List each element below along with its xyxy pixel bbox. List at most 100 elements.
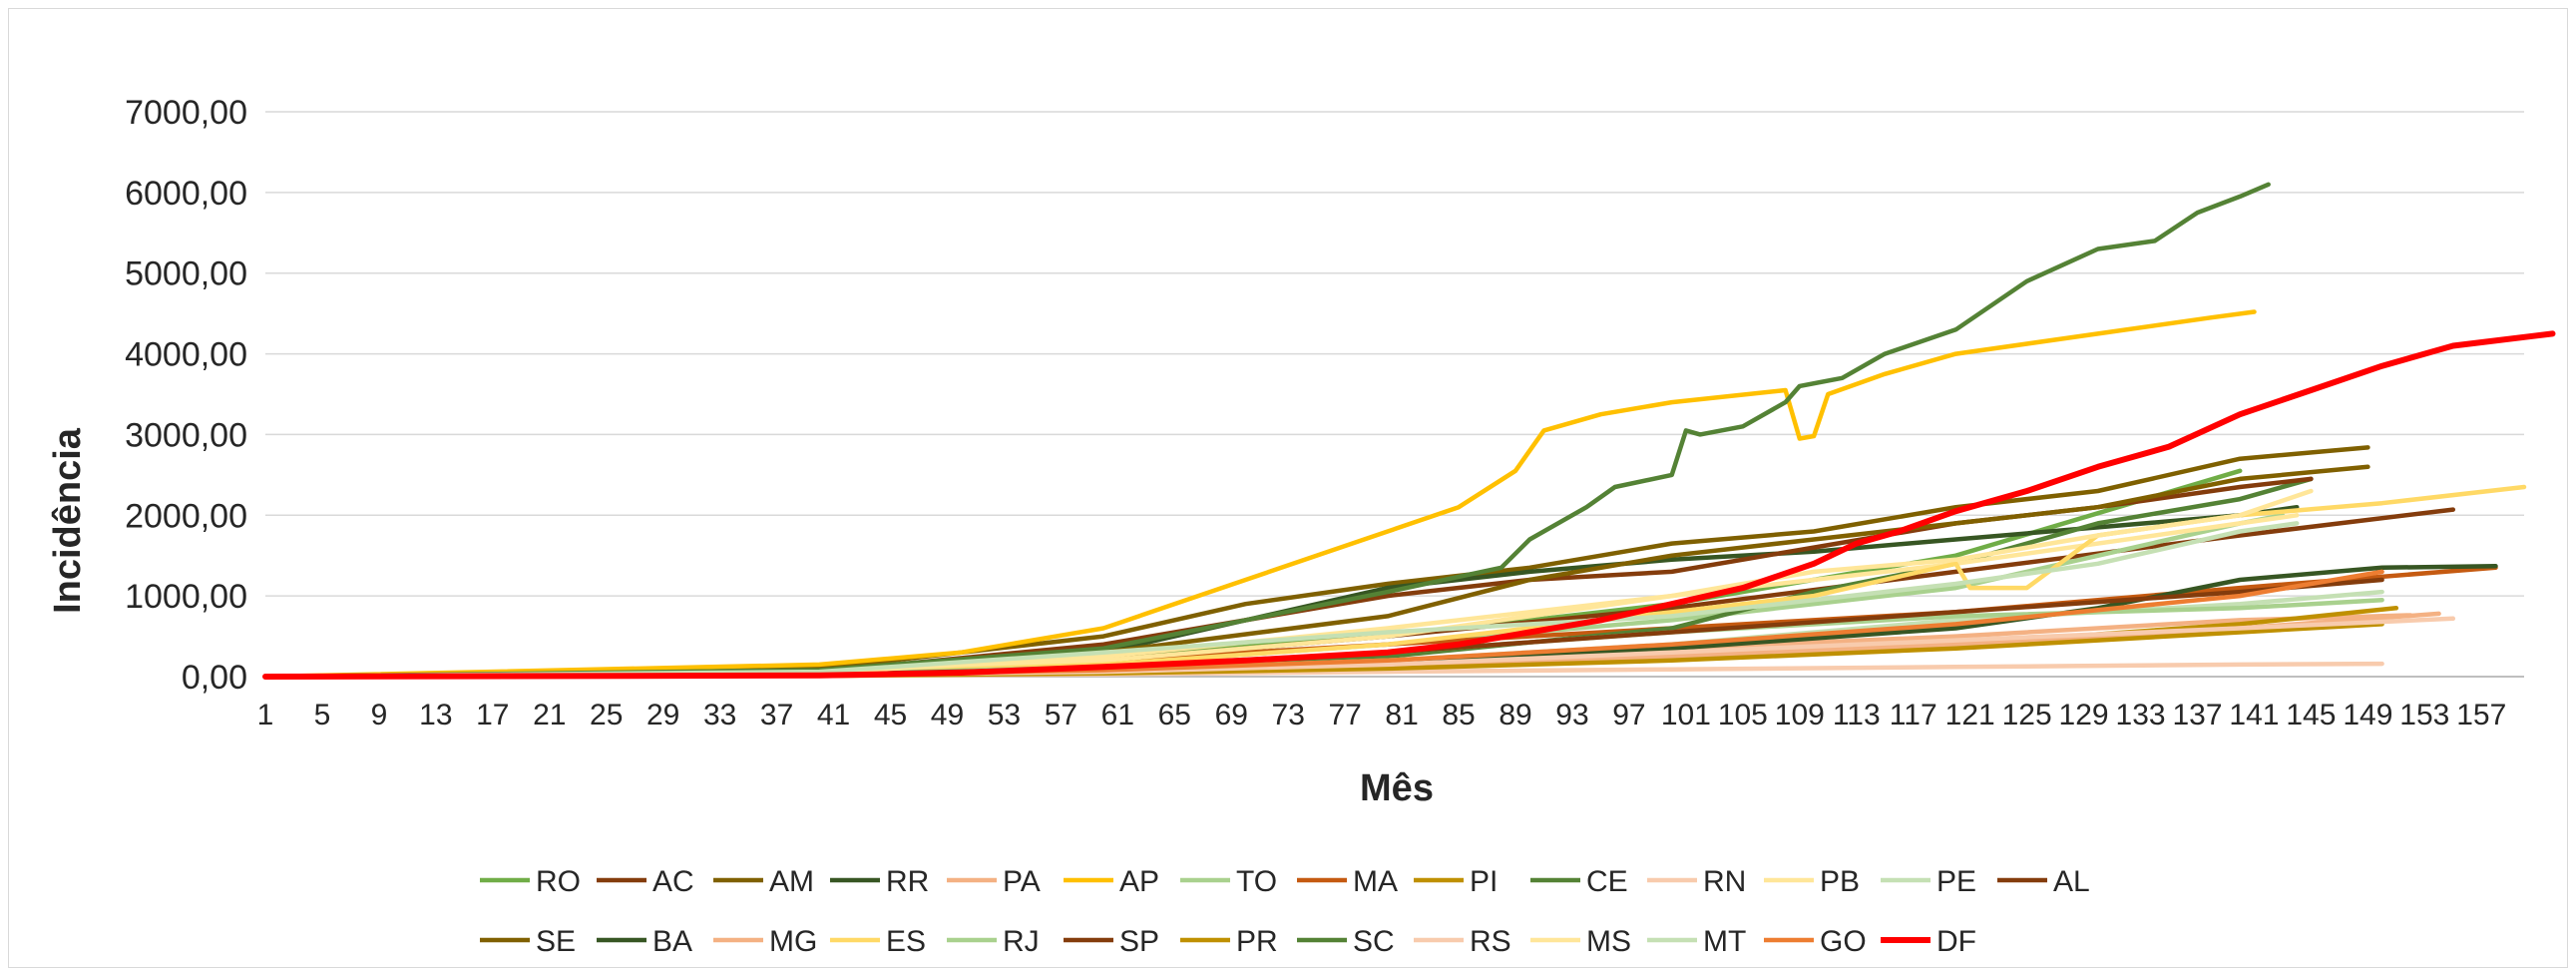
legend-label: MA xyxy=(1353,865,1398,898)
x-tick-label: 117 xyxy=(1890,699,1937,732)
series-layer xyxy=(262,182,2556,680)
legend-label: DF xyxy=(1936,925,1976,958)
legend-item-es: ES xyxy=(830,925,926,958)
legend-label: AP xyxy=(1119,865,1159,898)
x-tick-label: 69 xyxy=(1215,699,1248,732)
legend-label: SP xyxy=(1119,925,1159,958)
legend-item-sc: SC xyxy=(1297,925,1395,958)
x-tick-label: 97 xyxy=(1612,699,1645,732)
legend-label: MG xyxy=(769,925,817,958)
x-tick-label: 33 xyxy=(703,699,736,732)
legend: RO AC AM RR PA AP TO MA PI CE RN PB PE AL SE BA MG ES RJ SP… xyxy=(480,865,2090,958)
legend-item-sp: SP xyxy=(1064,925,1159,958)
legend-label: MT xyxy=(1703,925,1746,958)
legend-item-am: AM xyxy=(713,865,814,898)
legend-item-ms: MS xyxy=(1530,925,1631,958)
y-tick-label: 2000,00 xyxy=(125,497,247,535)
x-tick-label: 9 xyxy=(371,699,388,732)
x-tick-label: 113 xyxy=(1833,699,1881,732)
x-tick-label: 121 xyxy=(1945,699,1995,732)
series-line-df xyxy=(262,330,2556,680)
x-tick-label: 133 xyxy=(2116,699,2166,732)
legend-label: RJ xyxy=(1003,925,1040,958)
x-tick-label: 137 xyxy=(2172,699,2222,732)
legend-label: RR xyxy=(886,865,929,898)
x-tick-label: 77 xyxy=(1328,699,1361,732)
legend-label: PR xyxy=(1236,925,1278,958)
legend-item-ba: BA xyxy=(597,925,692,958)
x-tick-label: 85 xyxy=(1442,699,1475,732)
x-axis-title: Mês xyxy=(1360,767,1434,809)
x-tick-label: 21 xyxy=(533,699,566,732)
legend-item-go: GO xyxy=(1764,925,1867,958)
legend-label: PE xyxy=(1936,865,1976,898)
legend-item-se: SE xyxy=(480,925,576,958)
x-tick-label: 105 xyxy=(1718,699,1768,732)
y-tick-label: 0,00 xyxy=(182,659,247,697)
x-tick-label: 89 xyxy=(1499,699,1531,732)
x-tick-label: 125 xyxy=(2002,699,2052,732)
y-tick-label: 1000,00 xyxy=(125,578,247,616)
y-axis-title: Incidência xyxy=(47,427,89,614)
x-tick-label: 53 xyxy=(988,699,1021,732)
x-tick-label: 17 xyxy=(476,699,509,732)
legend-label: RO xyxy=(536,865,581,898)
x-tick-label: 13 xyxy=(419,699,452,732)
x-tick-label: 81 xyxy=(1385,699,1418,732)
x-tick-label: 141 xyxy=(2229,699,2279,732)
series-line-ms xyxy=(262,488,2314,680)
y-tick-label: 4000,00 xyxy=(125,336,247,374)
y-tick-label: 5000,00 xyxy=(125,255,247,293)
legend-item-ac: AC xyxy=(597,865,694,898)
legend-label: GO xyxy=(1820,925,1867,958)
y-tick-label: 6000,00 xyxy=(125,175,247,213)
legend-item-ce: CE xyxy=(1530,865,1628,898)
y-axis: 0,00 1000,00 2000,00 3000,00 4000,00 5000,00 6… xyxy=(125,94,247,697)
x-axis: 1 5 9 13 17 21 25 29 33 37 41 45 49 53 57 61 65 69 73 77 81 8… xyxy=(257,699,2507,732)
legend-item-al: AL xyxy=(1997,865,2090,898)
legend-label: AM xyxy=(769,865,814,898)
x-tick-label: 129 xyxy=(2059,699,2109,732)
x-tick-label: 49 xyxy=(931,699,964,732)
legend-label: AC xyxy=(652,865,694,898)
x-tick-label: 145 xyxy=(2286,699,2336,732)
x-tick-label: 101 xyxy=(1661,699,1711,732)
x-tick-label: 109 xyxy=(1775,699,1825,732)
x-tick-label: 57 xyxy=(1045,699,1077,732)
legend-label: SE xyxy=(536,925,576,958)
y-tick-label: 3000,00 xyxy=(125,416,247,454)
x-tick-label: 37 xyxy=(760,699,793,732)
legend-item-rj: RJ xyxy=(947,925,1040,958)
series-line-sc xyxy=(262,182,2271,680)
legend-label: RS xyxy=(1470,925,1511,958)
legend-item-pi: PI xyxy=(1414,865,1498,898)
legend-item-ro: RO xyxy=(480,865,581,898)
x-tick-label: 73 xyxy=(1272,699,1305,732)
legend-label: MS xyxy=(1586,925,1631,958)
x-tick-label: 41 xyxy=(817,699,850,732)
legend-item-to: TO xyxy=(1180,865,1277,898)
x-tick-label: 65 xyxy=(1158,699,1191,732)
legend-item-ma: MA xyxy=(1297,865,1398,898)
legend-label: TO xyxy=(1236,865,1277,898)
x-tick-label: 93 xyxy=(1555,699,1588,732)
legend-item-mt: MT xyxy=(1647,925,1746,958)
x-tick-label: 157 xyxy=(2456,699,2506,732)
series-line-am xyxy=(262,445,2370,680)
series-line-mt xyxy=(262,521,2300,680)
legend-item-rs: RS xyxy=(1414,925,1511,958)
x-tick-label: 61 xyxy=(1101,699,1134,732)
chart-frame xyxy=(8,8,2568,968)
x-tick-label: 25 xyxy=(590,699,623,732)
legend-label: SC xyxy=(1353,925,1395,958)
legend-item-pa: PA xyxy=(947,865,1041,898)
legend-label: PI xyxy=(1470,865,1498,898)
x-tick-label: 29 xyxy=(646,699,679,732)
legend-label: BA xyxy=(652,925,692,958)
x-tick-label: 45 xyxy=(874,699,907,732)
legend-item-rr: RR xyxy=(830,865,929,898)
legend-label: RN xyxy=(1703,865,1746,898)
series-line-ap xyxy=(262,309,2257,680)
legend-label: CE xyxy=(1586,865,1628,898)
